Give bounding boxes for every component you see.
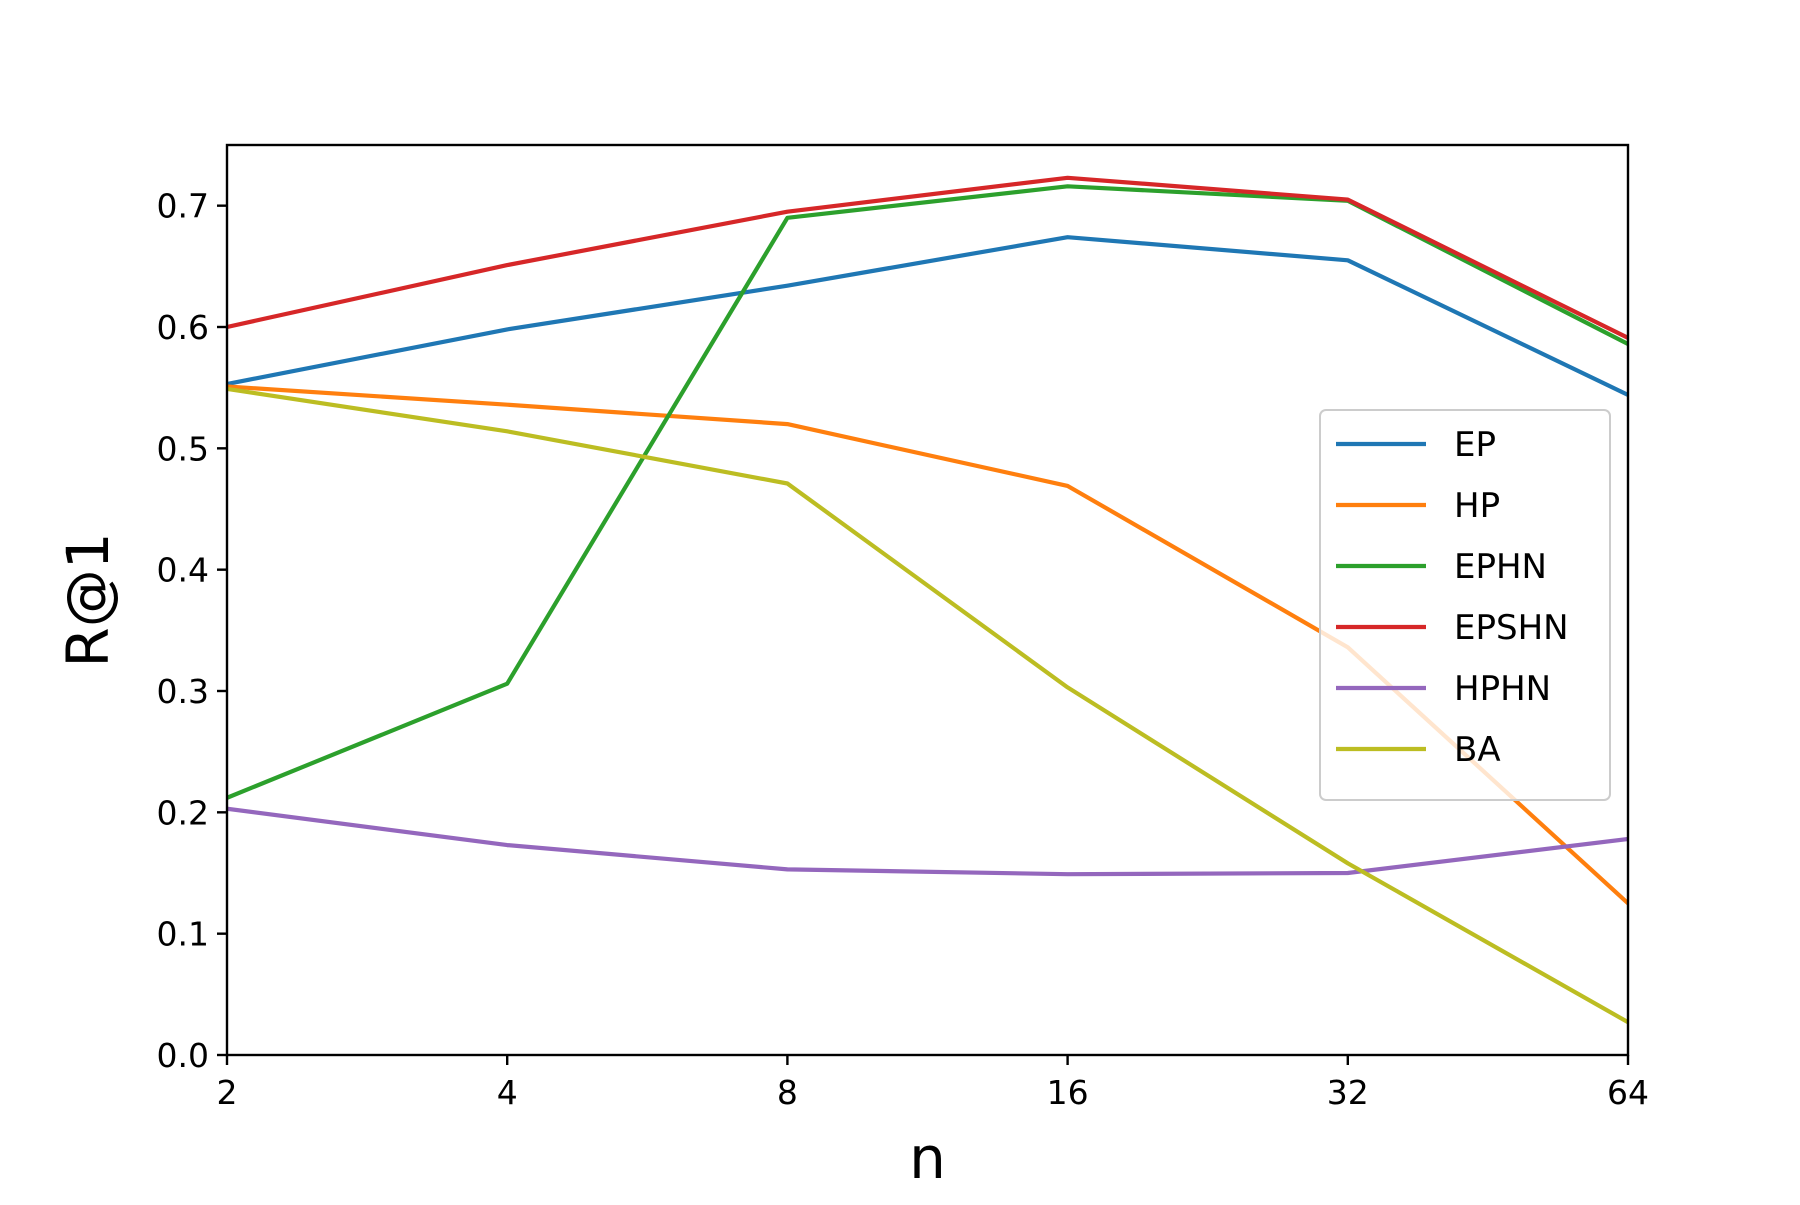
legend-box [1319, 409, 1611, 801]
y-tick-label: 0.7 [157, 187, 209, 226]
y-tick-label: 0.6 [157, 308, 209, 347]
y-axis-title: R@1 [54, 532, 122, 667]
x-tick-label: 4 [497, 1073, 518, 1112]
y-tick-label: 0.3 [157, 672, 209, 711]
y-tick-label: 0.2 [157, 793, 209, 832]
x-tick-label: 16 [1047, 1073, 1089, 1112]
y-tick-label: 0.5 [157, 429, 209, 468]
legend-label-hphn: HPHN [1454, 669, 1551, 709]
x-tick-label: 8 [777, 1073, 798, 1112]
y-tick-label: 0.0 [157, 1036, 209, 1075]
series-line-ep [227, 235, 1628, 398]
legend-label-ep: EP [1454, 425, 1496, 465]
legend-label-ba: BA [1454, 730, 1501, 770]
legend: EP HP EPHN EPSHN HPHN BA [1319, 409, 1611, 801]
x-axis-title: n [909, 1124, 946, 1192]
x-tick-label: 64 [1607, 1073, 1649, 1112]
legend-label-epshn: EPSHN [1454, 608, 1569, 648]
series-lines [227, 175, 1628, 1025]
y-tick-label: 0.1 [157, 915, 209, 954]
legend-label-ephn: EPHN [1454, 547, 1547, 587]
legend-label-hp: HP [1454, 486, 1500, 526]
x-tick-label: 2 [217, 1073, 238, 1112]
series-line-hphn [227, 806, 1628, 877]
series-line-ba [227, 386, 1628, 1025]
plot-frame [225, 143, 1630, 1057]
y-tick-label: 0.4 [157, 551, 209, 590]
series-line-epshn [227, 175, 1628, 341]
x-tick-label: 32 [1327, 1073, 1369, 1112]
axis-ticks: 2 4 8 16 32 64 0.0 0.1 0.2 0.3 0.4 0.5 0.6 0.7 [157, 187, 1649, 1112]
